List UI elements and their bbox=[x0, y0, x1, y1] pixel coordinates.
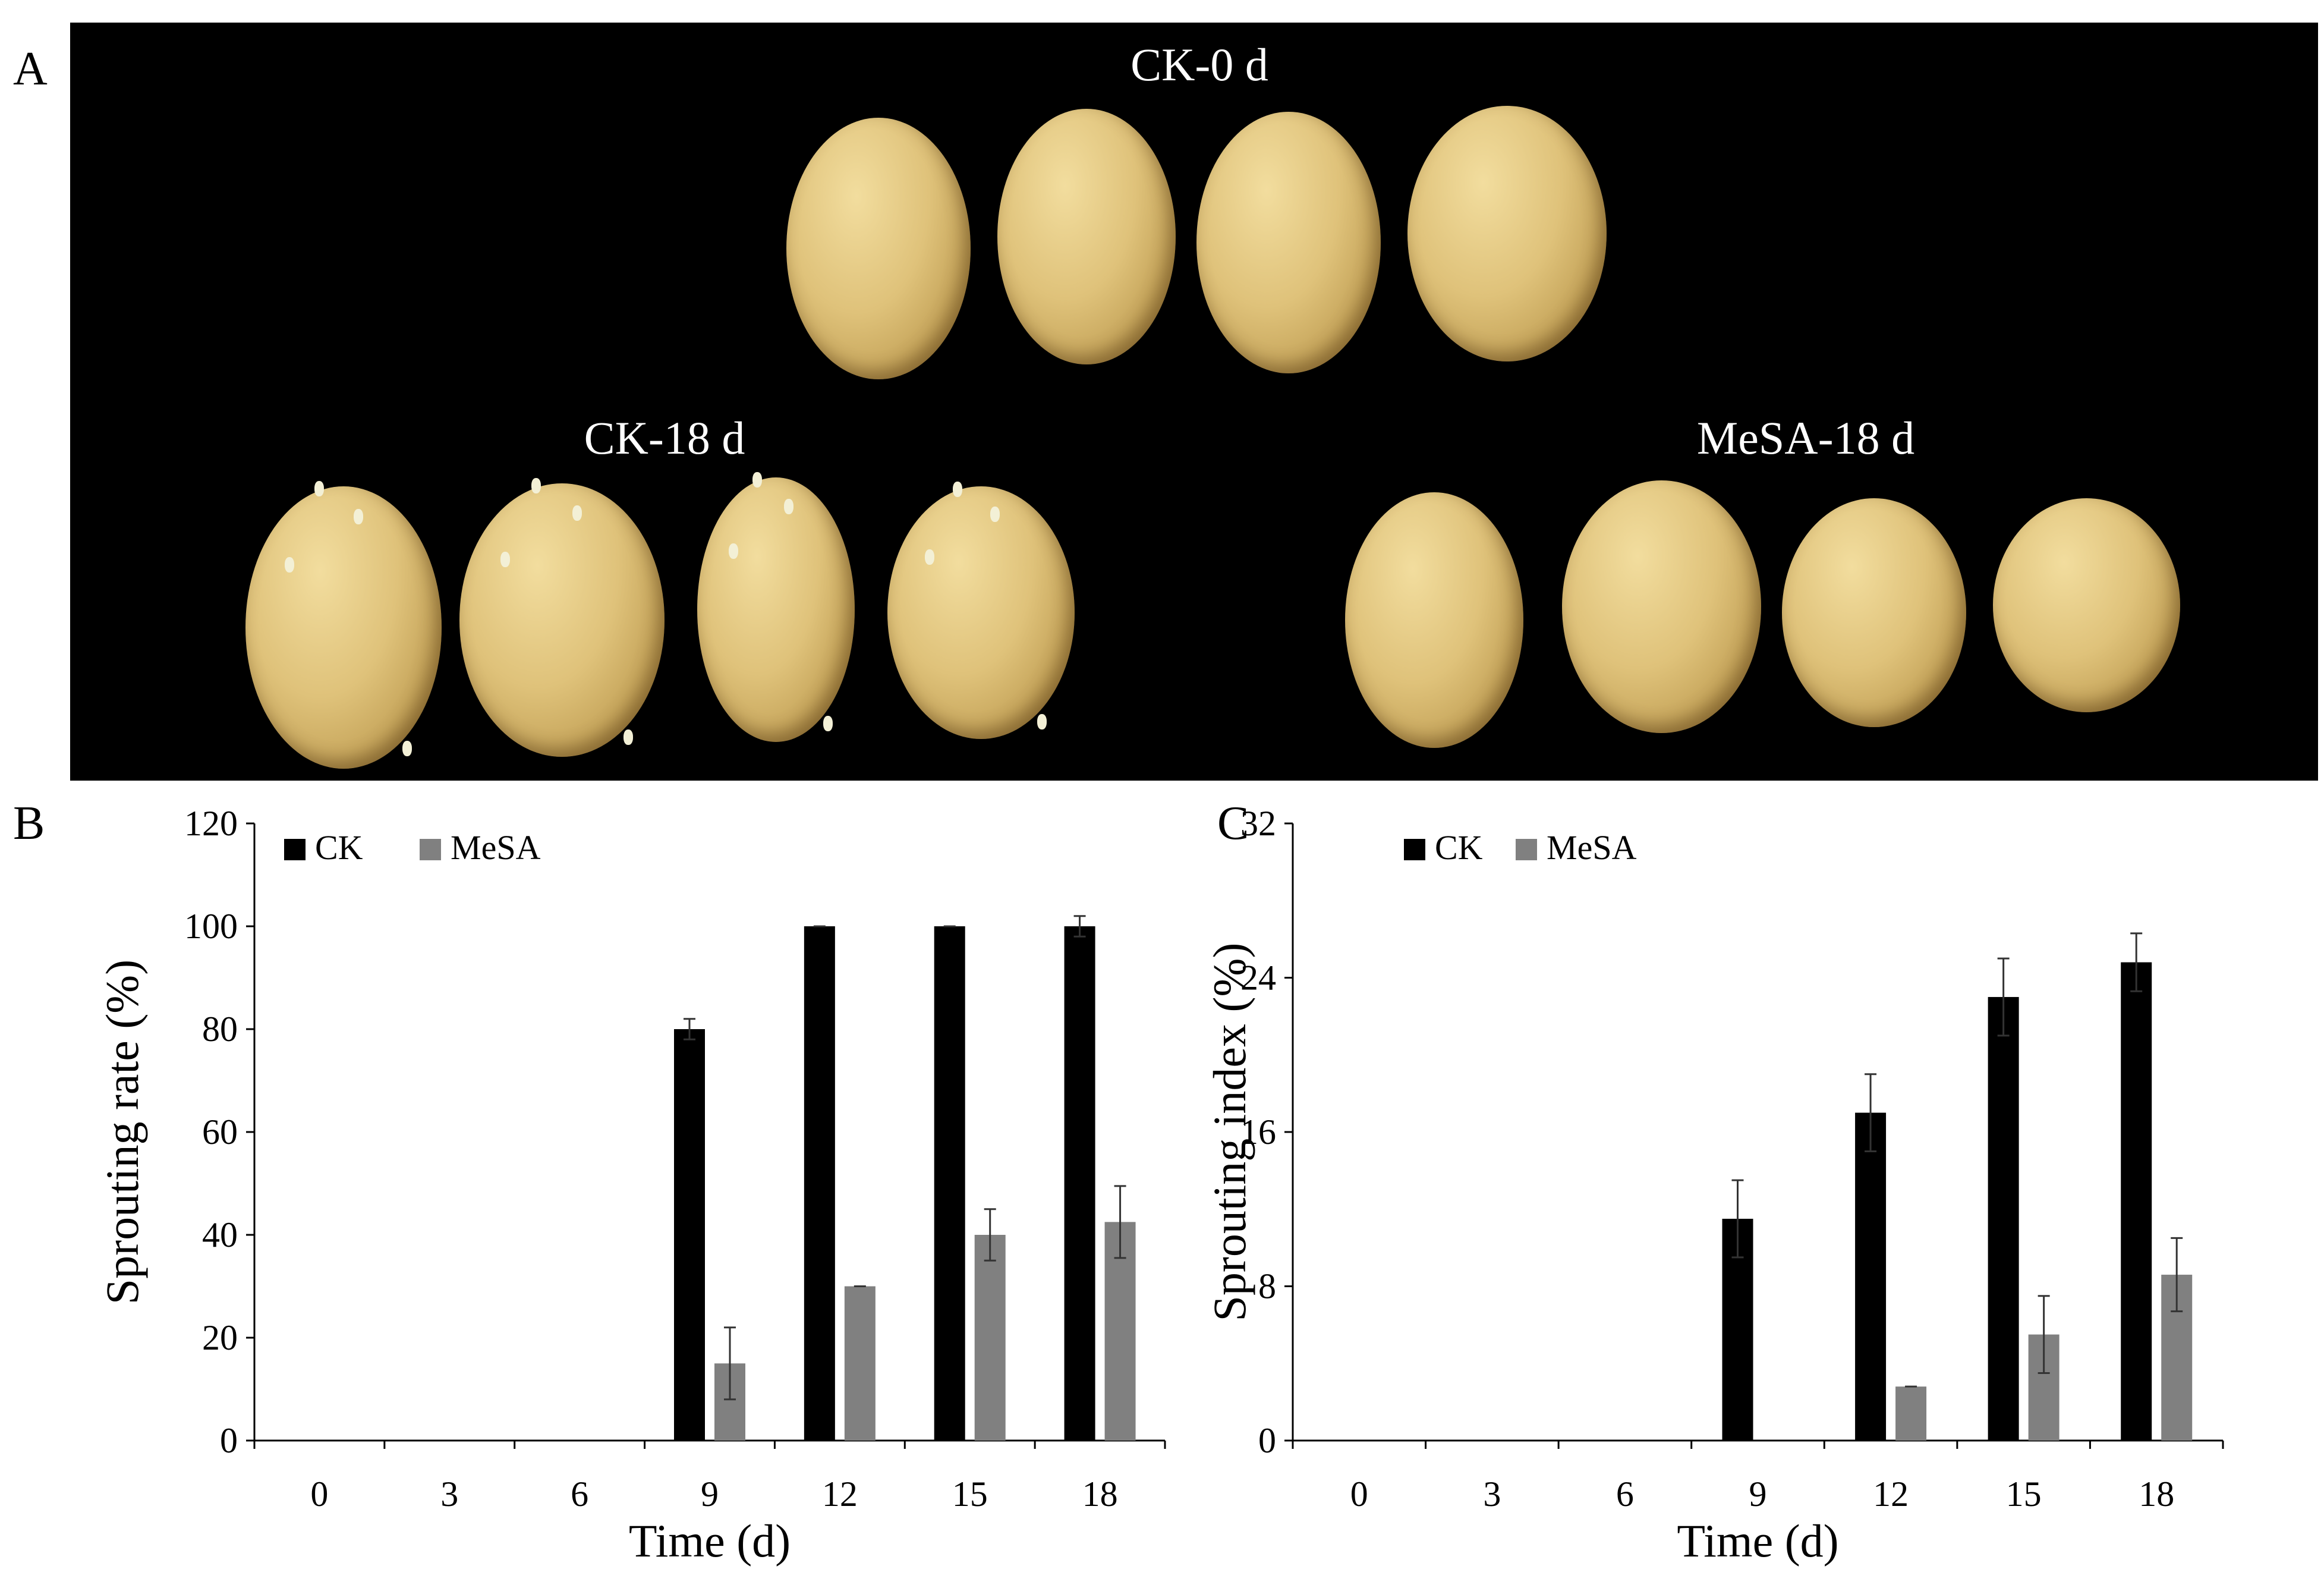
sprout-ck18-4-2 bbox=[990, 507, 1000, 522]
sprout-ck18-2-2 bbox=[572, 505, 582, 521]
x-tick-label: 15 bbox=[952, 1474, 988, 1514]
y-tick-label: 24 bbox=[1240, 958, 1276, 998]
bar-mesa-12 bbox=[844, 1286, 876, 1441]
legend-label-ck: CK bbox=[1435, 828, 1483, 867]
tuber-ck0-2 bbox=[997, 109, 1176, 364]
y-tick-label: 120 bbox=[184, 804, 238, 843]
bar-ck-12 bbox=[804, 926, 835, 1441]
x-tick-label: 18 bbox=[2139, 1474, 2174, 1514]
x-tick-label: 12 bbox=[1873, 1474, 1909, 1514]
tuber-mesa18-4 bbox=[1993, 498, 2180, 712]
group-label-ck-0d: CK-0 d bbox=[1130, 39, 1268, 90]
x-tick-label: 0 bbox=[1350, 1474, 1368, 1514]
sprout-ck18-2-3 bbox=[500, 552, 510, 567]
y-tick-label: 8 bbox=[1258, 1267, 1276, 1306]
panel-letter-a: A bbox=[13, 43, 48, 95]
bar-mesa-15 bbox=[974, 1235, 1006, 1441]
sprout-ck18-3-1 bbox=[752, 472, 762, 488]
legend-label-mesa: MeSA bbox=[451, 828, 541, 867]
sprout-ck18-2-1 bbox=[531, 477, 541, 493]
x-tick-label: 6 bbox=[571, 1474, 588, 1514]
x-axis-label: Time (d) bbox=[629, 1515, 791, 1567]
legend-label-mesa: MeSA bbox=[1547, 828, 1637, 867]
y-axis-label: Sprouting rate (%) bbox=[96, 960, 148, 1305]
tuber-mesa18-1 bbox=[1345, 492, 1523, 748]
tuber-mesa18-2 bbox=[1562, 480, 1761, 733]
tuber-ck0-4 bbox=[1407, 106, 1607, 361]
x-tick-label: 9 bbox=[701, 1474, 719, 1514]
sprout-ck18-2-4 bbox=[623, 729, 633, 745]
y-axis-label: Sprouting index (%) bbox=[1204, 943, 1255, 1322]
x-tick-label: 6 bbox=[1616, 1474, 1634, 1514]
sprout-ck18-1-2 bbox=[353, 509, 363, 524]
legend-swatch-mesa bbox=[420, 839, 441, 860]
sprout-ck18-1-1 bbox=[314, 480, 324, 496]
x-tick-label: 3 bbox=[440, 1474, 458, 1514]
potato-photo-panel: CK-0 d CK-18 d MeSA-18 d bbox=[70, 23, 2318, 781]
sprouting-rate-chart: 0 20 40 60 80 100 120 0 3 6 9 12 15 18 Time (d) Sprouti… bbox=[96, 804, 1166, 1567]
y-tick-label: 32 bbox=[1240, 804, 1276, 843]
panel-letter-c: C bbox=[1217, 797, 1249, 850]
sprout-ck18-3-4 bbox=[823, 715, 833, 731]
y-tick-label: 16 bbox=[1240, 1112, 1276, 1152]
sprout-ck18-3-3 bbox=[729, 543, 738, 559]
panel-letter-b: B bbox=[13, 797, 45, 850]
y-tick-label: 60 bbox=[202, 1112, 238, 1152]
sprout-ck18-1-3 bbox=[285, 556, 294, 573]
bar-ck-9 bbox=[674, 1029, 705, 1441]
tuber-ck18-3 bbox=[697, 477, 855, 742]
sprouting-index-chart: 0 8 16 24 32 0 3 6 9 12 15 18 Time (d) Sprouting inde… bbox=[1204, 804, 2224, 1567]
y-tick-label: 40 bbox=[202, 1215, 238, 1254]
x-tick-label: 12 bbox=[822, 1474, 858, 1514]
x-tick-label: 15 bbox=[2006, 1474, 2042, 1514]
tuber-ck18-4 bbox=[887, 486, 1075, 739]
y-tick-label: 20 bbox=[202, 1318, 238, 1357]
y-tick-label: 0 bbox=[220, 1421, 238, 1460]
tuber-ck0-1 bbox=[786, 118, 971, 379]
bar-ck-15 bbox=[934, 926, 965, 1441]
sprout-ck18-4-4 bbox=[1037, 713, 1047, 729]
bar-ck-15 bbox=[1988, 996, 2019, 1441]
y-tick-label: 100 bbox=[184, 907, 238, 946]
tuber-mesa18-3 bbox=[1782, 498, 1966, 727]
sprout-ck18-1-4 bbox=[402, 740, 412, 756]
legend-swatch-ck bbox=[284, 839, 306, 860]
bar-ck-18 bbox=[2121, 962, 2152, 1441]
legend-label-ck: CK bbox=[315, 828, 363, 867]
sprout-ck18-4-3 bbox=[925, 549, 934, 565]
legend-swatch-mesa bbox=[1516, 839, 1537, 860]
bar-ck-12 bbox=[1855, 1112, 1887, 1441]
group-label-ck-18d: CK-18 d bbox=[584, 412, 745, 464]
bar-mesa-12 bbox=[1895, 1386, 1927, 1441]
tuber-ck0-3 bbox=[1196, 112, 1381, 373]
x-tick-label: 18 bbox=[1082, 1474, 1118, 1514]
x-axis-label: Time (d) bbox=[1677, 1515, 1838, 1567]
group-label-mesa-18d: MeSA-18 d bbox=[1696, 412, 1915, 464]
x-tick-label: 3 bbox=[1483, 1474, 1501, 1514]
y-tick-label: 0 bbox=[1258, 1421, 1276, 1460]
sprout-ck18-3-2 bbox=[783, 498, 793, 514]
y-tick-label: 80 bbox=[202, 1010, 238, 1049]
tuber-ck18-1 bbox=[245, 486, 442, 769]
x-tick-label: 0 bbox=[310, 1474, 328, 1514]
bar-ck-18 bbox=[1064, 926, 1095, 1441]
tuber-ck18-2 bbox=[459, 483, 665, 757]
sprout-ck18-4-1 bbox=[953, 481, 963, 497]
legend-swatch-ck bbox=[1404, 839, 1425, 860]
x-tick-label: 9 bbox=[1749, 1474, 1767, 1514]
